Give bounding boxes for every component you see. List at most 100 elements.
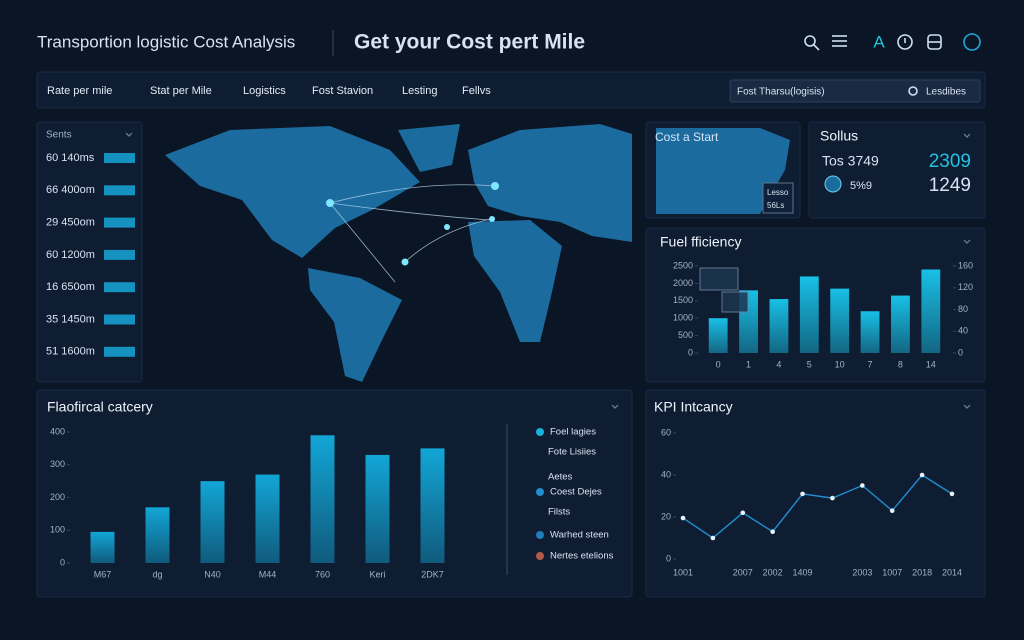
- y-tick-label: 40: [661, 469, 671, 479]
- kpi-panel: [645, 389, 986, 598]
- point: [889, 508, 895, 513]
- bar: [830, 288, 850, 353]
- y-tick-label: 200: [50, 492, 65, 502]
- x-tick-label: 2002: [763, 567, 783, 577]
- x-tick-label: 1: [746, 359, 751, 369]
- point: [830, 495, 835, 501]
- tooltip: [721, 291, 749, 313]
- sidebar-list: 60 140ms 66 400om 29 450om 60 1200m 16 650om…: [46, 152, 135, 358]
- y-tick-label: 2000: [673, 278, 693, 288]
- world-map: [165, 124, 632, 382]
- y-tick-label: 400: [50, 426, 65, 436]
- legend-swatch: [536, 531, 544, 539]
- settings-icon[interactable]: [963, 33, 981, 51]
- db-icon[interactable]: [927, 34, 942, 50]
- item-bar: [104, 217, 135, 228]
- sidebar-item[interactable]: 16 650om: [46, 281, 95, 293]
- chevron[interactable]: [125, 132, 133, 137]
- x-tick-label: 10: [835, 359, 845, 369]
- bar: [255, 474, 280, 563]
- x-tick-label: M67: [94, 569, 112, 579]
- x-tick-label: 2007: [733, 567, 753, 577]
- search-box[interactable]: [729, 79, 981, 103]
- sidebar-item[interactable]: 51 1600m: [46, 346, 95, 358]
- sidebar-label[interactable]: Sents: [46, 130, 72, 141]
- bar: [799, 276, 819, 353]
- legend-label: Fote Lisiies: [548, 447, 596, 458]
- status-value: 1249: [929, 175, 971, 196]
- bar: [310, 435, 335, 563]
- status-value: 2309: [929, 151, 971, 172]
- y-tick-label: 0: [666, 553, 671, 563]
- chevron[interactable]: [611, 404, 619, 409]
- x-tick-label: 4: [776, 359, 781, 369]
- y-tick-label: 80: [958, 304, 968, 314]
- tabs: Rate per mile Stat per Mile Logistics Fost …: [47, 85, 491, 97]
- x-tick-label: dg: [152, 569, 162, 579]
- tab[interactable]: Stat per Mile: [150, 85, 212, 97]
- legend-swatch: [536, 488, 544, 496]
- x-tick-label: 1409: [793, 567, 813, 577]
- y-tick-label: 100: [50, 525, 65, 535]
- bar: [365, 454, 390, 563]
- headline: Get your Cost pert Mile: [354, 31, 585, 54]
- x-tick-label: 2014: [942, 567, 962, 577]
- badge-text: Lesso: [767, 188, 789, 197]
- kpi-title: KPI Intcancy: [654, 399, 733, 415]
- y-tick-label: 1500: [673, 295, 693, 305]
- tab[interactable]: Fellvs: [462, 85, 491, 97]
- legend-label: Filsts: [548, 507, 570, 518]
- x-tick-label: 5: [807, 359, 812, 369]
- tab[interactable]: Rate per mile: [47, 85, 112, 97]
- y-tick-label: 120: [958, 282, 973, 292]
- chevron[interactable]: [963, 133, 971, 138]
- bar: [769, 299, 789, 353]
- chevron[interactable]: [963, 404, 971, 409]
- sidebar-item[interactable]: 35 1450m: [46, 313, 95, 325]
- list-icon[interactable]: [832, 35, 847, 47]
- bar: [90, 531, 115, 563]
- sidebar-item[interactable]: 60 1200m: [46, 249, 95, 261]
- badge-text: 56Ls: [767, 201, 784, 210]
- tab[interactable]: Lesting: [402, 85, 437, 97]
- x-tick-label: 7: [868, 359, 873, 369]
- item-bar: [104, 185, 135, 196]
- item-bar: [104, 282, 135, 293]
- chevron[interactable]: [963, 239, 971, 244]
- x-tick-label: 2003: [852, 567, 872, 577]
- y-tick-label: 500: [678, 330, 693, 340]
- bar: [891, 295, 910, 353]
- search-button[interactable]: Lesdibes: [926, 87, 966, 98]
- y-tick-label: 2500: [673, 260, 693, 270]
- point: [710, 535, 716, 541]
- search-icon[interactable]: [804, 35, 820, 51]
- tab[interactable]: Logistics: [243, 85, 286, 97]
- point: [800, 491, 805, 497]
- sidebar-item[interactable]: 66 400om: [46, 184, 95, 196]
- tab[interactable]: Fost Stavion: [312, 85, 373, 97]
- y-tick-label: 1000: [673, 313, 693, 323]
- y-tick-label: 160: [958, 260, 973, 270]
- font-icon[interactable]: A: [873, 32, 885, 51]
- y-tick-label: 0: [60, 557, 65, 567]
- point: [740, 510, 746, 516]
- item-bar: [104, 346, 135, 357]
- x-tick-label: 2018: [912, 567, 932, 577]
- point: [860, 483, 865, 488]
- status-label: Tos 3749: [822, 153, 879, 169]
- x-tick-label: 8: [898, 359, 903, 369]
- point: [770, 529, 775, 534]
- bar: [921, 269, 941, 353]
- globe-icon: [824, 175, 842, 193]
- clock-icon[interactable]: [897, 34, 913, 50]
- status-title: Sollus: [820, 128, 858, 144]
- legend-label: Warhed steen: [550, 530, 609, 541]
- point: [680, 515, 686, 521]
- sidebar-item[interactable]: 29 450om: [46, 217, 95, 229]
- page-title: Transportion logistic Cost Analysis: [37, 32, 295, 51]
- fuel-title: Fuel fficiency: [660, 234, 741, 250]
- sidebar-item[interactable]: 60 140ms: [46, 152, 95, 164]
- toolbar: A: [804, 32, 981, 51]
